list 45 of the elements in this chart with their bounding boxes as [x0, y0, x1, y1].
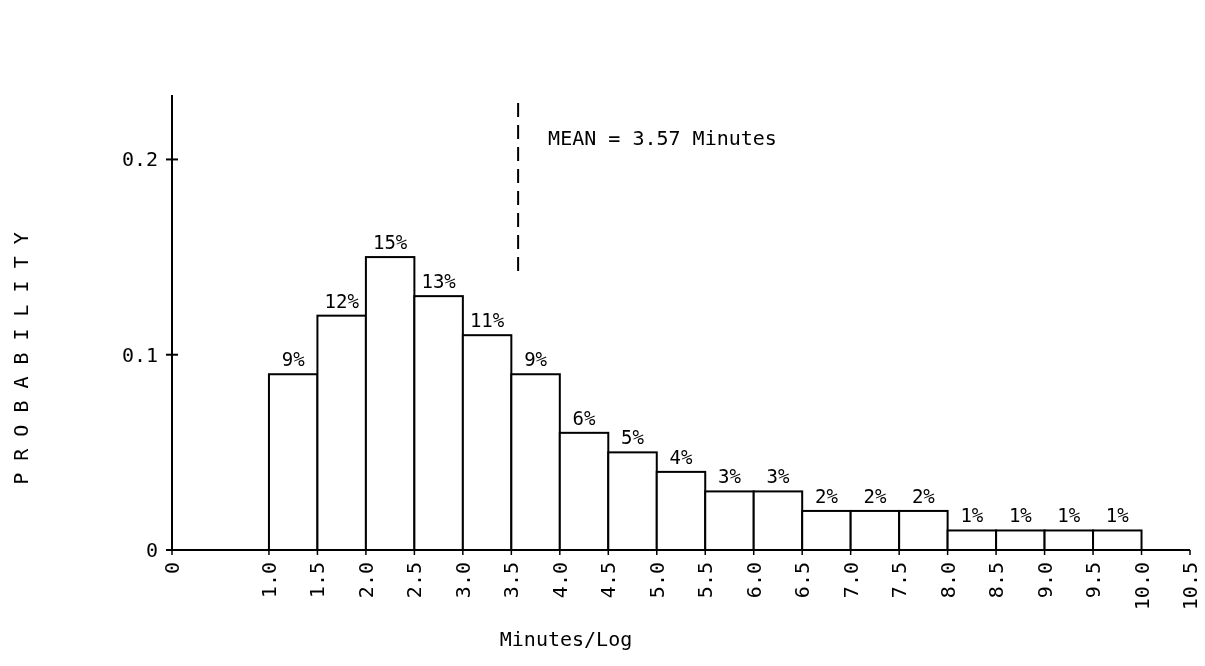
- x-tick-label: 8.0: [935, 562, 960, 599]
- x-tick-label: 3.5: [499, 562, 524, 599]
- data-label: 11%: [469, 309, 505, 332]
- y-tick-label: 0: [145, 538, 158, 562]
- data-label: 1%: [960, 504, 984, 527]
- data-label: 9%: [281, 348, 306, 371]
- x-tick-label: 1.0: [256, 562, 281, 599]
- data-label: 12%: [324, 289, 360, 312]
- x-tick-label: 6.5: [790, 562, 815, 599]
- x-tick-label: 5.0: [644, 562, 669, 599]
- data-label: 13%: [421, 270, 457, 293]
- data-label: 1%: [1105, 504, 1130, 527]
- data-label: 3%: [766, 465, 790, 488]
- x-tick-label: 4.0: [547, 562, 572, 599]
- data-label: 6%: [572, 406, 597, 429]
- x-tick-label: 2.0: [353, 562, 378, 599]
- data-label: 1%: [1008, 504, 1033, 527]
- data-label: 1%: [1057, 504, 1081, 527]
- data-label: 2%: [911, 484, 936, 507]
- x-tick-label: 2.5: [402, 562, 427, 599]
- data-label: 5%: [621, 426, 645, 449]
- y-axis-title: PROBABILITY: [9, 220, 33, 485]
- ref-line-label: MEAN = 3.57 Minutes: [548, 126, 777, 150]
- x-tick-label: 5.5: [693, 562, 718, 599]
- x-tick-label: 10.5: [1178, 562, 1202, 611]
- x-tick-label: 6.0: [741, 562, 766, 599]
- x-tick-label: 7.0: [838, 562, 863, 599]
- x-tick-label: 7.5: [887, 562, 912, 599]
- x-tick-label: 1.5: [305, 562, 330, 599]
- x-tick-label: 8.5: [984, 562, 1009, 599]
- data-label: 3%: [718, 465, 742, 488]
- data-label: 4%: [669, 445, 693, 468]
- x-tick-label: 10.0: [1129, 562, 1154, 611]
- data-label: 15%: [372, 231, 408, 254]
- x-tick-label: 3.0: [450, 562, 475, 599]
- y-tick-label: 0.1: [121, 342, 158, 367]
- x-tick-label: 9.0: [1032, 562, 1057, 599]
- x-tick-label: 4.5: [596, 562, 621, 599]
- data-label: 2%: [814, 484, 839, 507]
- x-tick-label: 0: [160, 562, 184, 575]
- data-label: 2%: [863, 484, 887, 507]
- x-tick-label: 9.5: [1081, 562, 1106, 599]
- data-label: 9%: [524, 348, 548, 371]
- y-tick-label: 0.2: [121, 147, 158, 172]
- x-axis-title: Minutes/Log: [499, 627, 633, 651]
